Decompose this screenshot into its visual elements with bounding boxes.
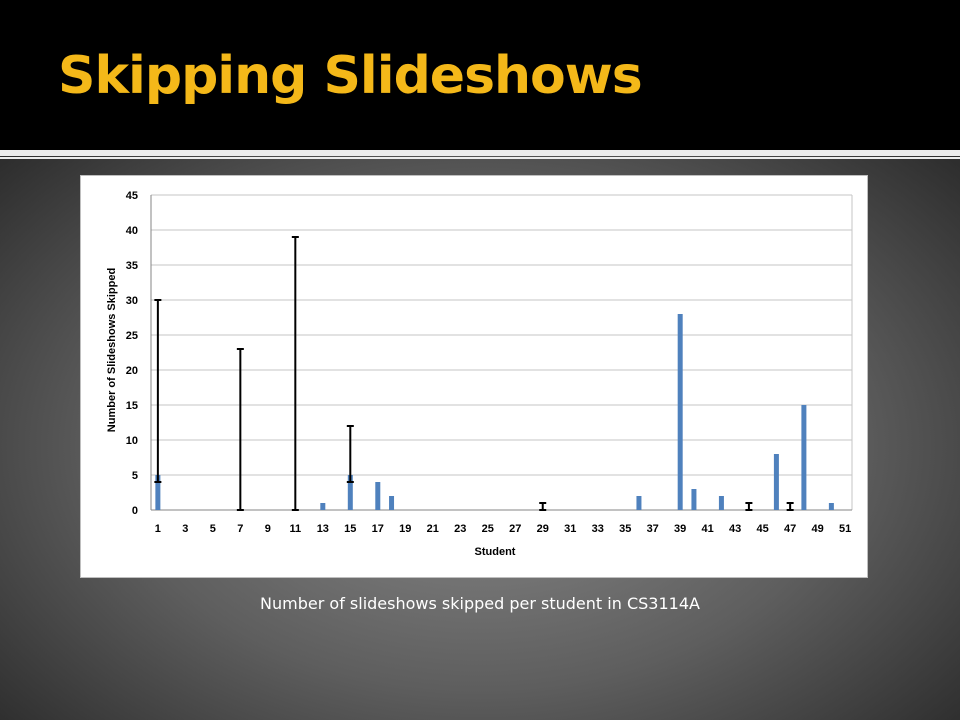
x-tick-label: 27	[509, 523, 521, 535]
x-tick-label: 33	[592, 523, 604, 535]
error-bar	[236, 348, 244, 511]
title-divider-thin	[0, 157, 960, 159]
data-bar	[389, 496, 395, 510]
x-tick-label: 11	[290, 523, 302, 535]
x-tick-label: 43	[729, 523, 741, 535]
data-bar	[773, 454, 779, 510]
x-tick-label: 21	[427, 523, 439, 535]
x-tick-label: 9	[265, 523, 271, 535]
y-tick-label: 40	[126, 225, 138, 237]
x-tick-label: 39	[674, 523, 686, 535]
data-bar	[691, 489, 697, 510]
data-bar	[320, 503, 326, 510]
error-bar	[291, 236, 299, 511]
x-tick-label: 41	[702, 523, 714, 535]
data-bar	[801, 405, 807, 510]
error-bar	[154, 299, 162, 483]
y-tick-label: 45	[126, 190, 138, 202]
data-bar	[375, 482, 381, 510]
error-bar	[539, 502, 547, 511]
error-bar	[346, 425, 354, 483]
error-bar	[745, 502, 753, 511]
x-tick-label: 5	[210, 523, 216, 535]
x-tick-label: 37	[647, 523, 659, 535]
y-tick-label: 20	[126, 365, 138, 377]
y-tick-label: 15	[126, 400, 138, 412]
x-tick-label: 45	[757, 523, 769, 535]
x-tick-label: 19	[399, 523, 411, 535]
x-tick-label: 1	[155, 523, 161, 535]
y-tick-label: 25	[126, 330, 138, 342]
x-tick-label: 17	[372, 523, 384, 535]
title-band	[0, 0, 960, 150]
data-bar	[347, 475, 353, 510]
chart-frame: 0 5 10 15 20 25 30 35 40 45 1 3 5 7 9 11 13 15 17 19 21 23 25 2…	[80, 175, 868, 578]
x-tick-label: 7	[237, 523, 243, 535]
x-tick-label: 25	[482, 523, 494, 535]
data-bar	[636, 496, 642, 510]
slide-title: Skipping Slideshows	[58, 46, 643, 106]
data-bar	[718, 496, 724, 510]
y-tick-label: 5	[132, 470, 138, 482]
title-divider	[0, 150, 960, 156]
y-tick-label: 10	[126, 435, 138, 447]
x-tick-label: 15	[344, 523, 356, 535]
data-bar	[828, 503, 834, 510]
x-tick-label: 47	[784, 523, 796, 535]
y-tick-label: 35	[126, 260, 138, 272]
x-axis-label: Student	[475, 546, 516, 558]
y-axis-label: Number of Slideshows Skipped	[106, 268, 118, 432]
data-bar	[155, 475, 161, 510]
error-bar	[786, 502, 794, 511]
x-tick-label: 51	[839, 523, 851, 535]
x-tick-label: 13	[317, 523, 329, 535]
x-tick-label: 35	[619, 523, 631, 535]
x-tick-label: 3	[182, 523, 188, 535]
x-tick-label: 23	[454, 523, 466, 535]
data-bar	[677, 314, 683, 510]
chart-caption: Number of slideshows skipped per student…	[260, 594, 700, 613]
y-tick-label: 30	[126, 295, 138, 307]
x-tick-label: 29	[537, 523, 549, 535]
y-tick-label: 0	[132, 505, 138, 517]
x-tick-label: 31	[564, 523, 576, 535]
x-tick-label: 49	[812, 523, 824, 535]
